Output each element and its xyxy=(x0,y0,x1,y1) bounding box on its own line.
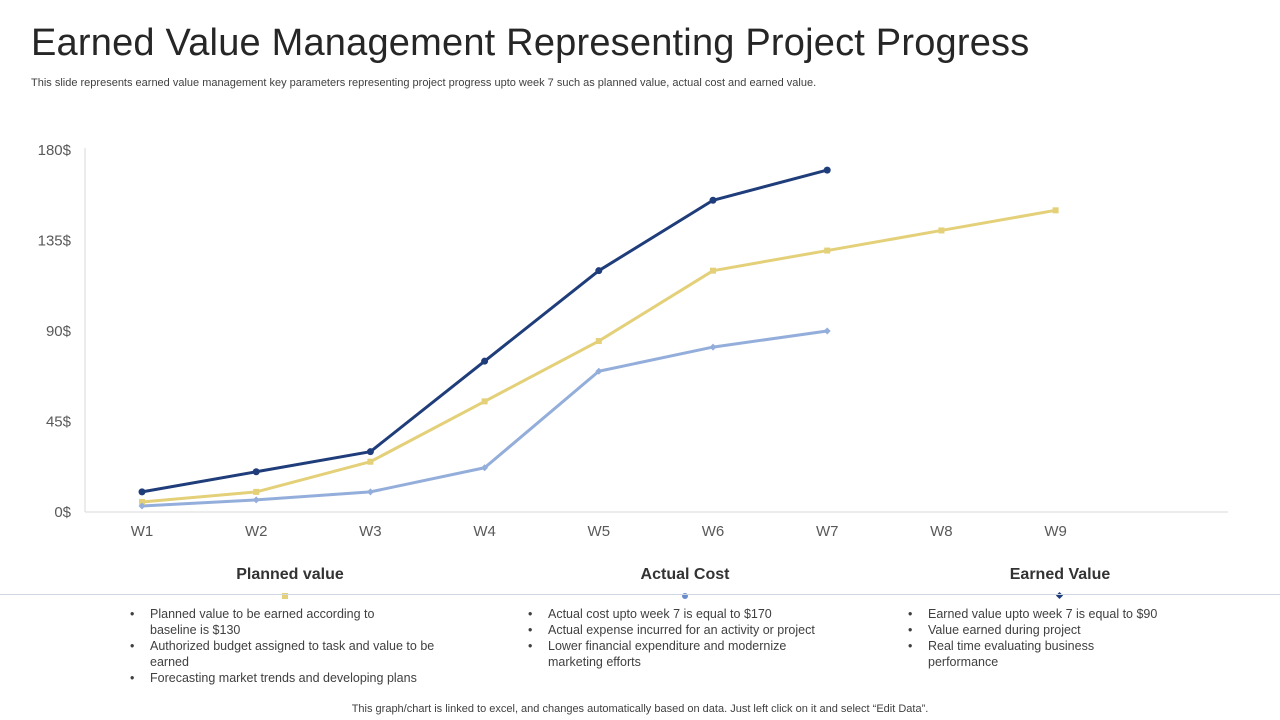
x-axis-labels: W1 W2 W3 W4 W5 W6 W7 W8 W9 xyxy=(131,523,1067,540)
data-point-actual-cost xyxy=(595,267,603,275)
line-chart[interactable]: 0$ 45$ 90$ 135$ 180$ W1 W2 W3 W4 W5 W6 W7 W8 W9 xyxy=(0,0,1280,560)
legend-title-earned: Earned Value xyxy=(1009,566,1111,583)
y-axis-labels: 0$ 45$ 90$ 135$ 180$ xyxy=(38,142,72,521)
data-point-actual-cost xyxy=(252,468,260,476)
series-line-earned-value xyxy=(140,329,829,508)
legend-title-planned: Planned value xyxy=(236,566,344,583)
y-tick-label: 45$ xyxy=(46,414,72,431)
page-title: Earned Value Management Representing Pro… xyxy=(31,22,1030,64)
page-subtitle: This slide represents earned value manag… xyxy=(31,77,817,89)
data-point-planned-value xyxy=(1052,207,1059,214)
data-point-actual-cost xyxy=(823,166,831,174)
data-point-actual-cost xyxy=(481,357,489,365)
series-line-planned-value xyxy=(140,208,1058,504)
x-tick-label: W3 xyxy=(359,523,382,540)
y-tick-label: 135$ xyxy=(38,233,72,250)
data-point-planned-value xyxy=(481,398,488,405)
legend-divider xyxy=(0,594,1280,595)
legend-actual-cost: Actual Cost Actual cost upto week 7 is e… xyxy=(515,566,855,669)
x-tick-label: W4 xyxy=(473,523,496,540)
x-tick-label: W6 xyxy=(702,523,725,540)
x-tick-label: W1 xyxy=(131,523,154,540)
list-item: Actual cost upto week 7 is equal to $170 xyxy=(528,606,848,622)
y-tick-label: 0$ xyxy=(54,504,71,521)
planned-value-list: Planned value to be earned according to … xyxy=(128,606,450,686)
data-point-actual-cost xyxy=(138,488,146,496)
legend-planned-value: Planned value Planned value to be earned… xyxy=(120,566,460,686)
square-marker-icon xyxy=(282,593,288,599)
x-tick-label: W9 xyxy=(1044,523,1067,540)
data-point-planned-value xyxy=(824,247,831,254)
list-item: Earned value upto week 7 is equal to $90 xyxy=(908,606,1208,622)
x-tick-label: W8 xyxy=(930,523,953,540)
series-markers xyxy=(138,166,1059,510)
series-lines xyxy=(140,168,1058,508)
data-point-earned-value xyxy=(481,464,489,472)
legend-earned-value: Earned Value Earned value upto week 7 is… xyxy=(890,566,1230,669)
data-point-earned-value xyxy=(709,343,717,351)
chart-axes xyxy=(84,148,1228,513)
data-point-planned-value xyxy=(367,458,374,465)
data-point-planned-value xyxy=(938,227,945,234)
footer-note: This graph/chart is linked to excel, and… xyxy=(351,703,929,715)
list-item: Forecasting market trends and developing… xyxy=(130,670,450,686)
data-point-planned-value xyxy=(710,267,716,274)
data-point-actual-cost xyxy=(366,448,374,456)
x-tick-label: W2 xyxy=(245,523,268,540)
list-item: Lower financial expenditure and moderniz… xyxy=(528,638,818,670)
data-point-planned-value xyxy=(253,488,260,495)
data-point-actual-cost xyxy=(709,196,717,204)
circle-marker-icon xyxy=(682,593,688,599)
data-point-earned-value xyxy=(252,496,260,504)
data-point-planned-value xyxy=(139,498,145,505)
x-tick-label: W5 xyxy=(588,523,611,540)
data-point-planned-value xyxy=(595,338,602,345)
data-point-earned-value xyxy=(366,488,374,496)
data-point-earned-value xyxy=(823,327,831,335)
list-item: Authorized budget assigned to task and v… xyxy=(130,638,440,670)
y-tick-label: 90$ xyxy=(46,323,72,340)
data-point-earned-value xyxy=(595,367,603,375)
list-item: Real time evaluating business performanc… xyxy=(908,638,1128,670)
series-line-actual-cost xyxy=(140,168,829,494)
y-tick-label: 180$ xyxy=(38,142,72,159)
list-item: Planned value to be earned according to … xyxy=(130,606,400,638)
x-tick-label: W7 xyxy=(816,523,839,540)
list-item: Actual expense incurred for an activity … xyxy=(528,622,848,638)
list-item: Value earned during project xyxy=(908,622,1208,638)
legend-title-actual: Actual Cost xyxy=(640,566,730,583)
earned-value-list: Earned value upto week 7 is equal to $90… xyxy=(906,606,1208,670)
actual-cost-list: Actual cost upto week 7 is equal to $170… xyxy=(526,606,848,670)
data-point-earned-value xyxy=(138,502,146,510)
